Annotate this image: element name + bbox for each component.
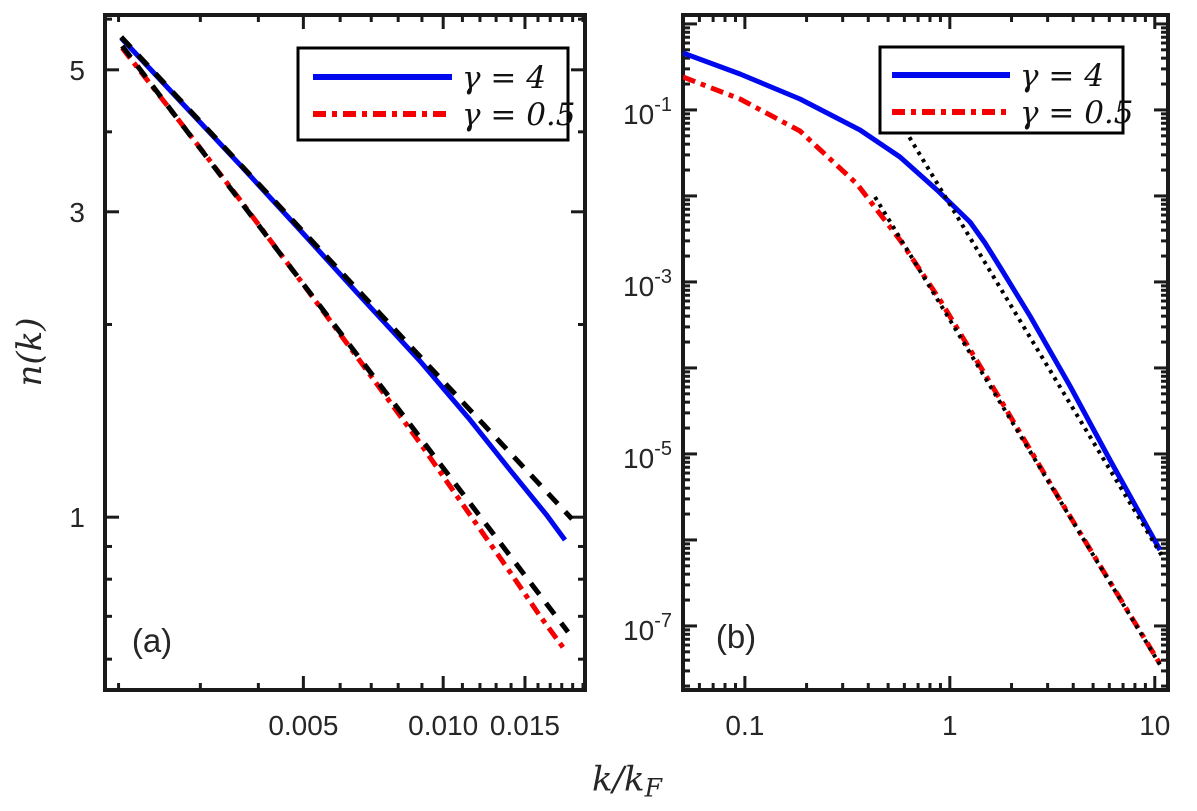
y-axis-label-text: n(k) <box>10 317 50 387</box>
x-tick-label: 0.010 <box>408 710 478 741</box>
plot-box-a <box>103 13 587 692</box>
curve-gamma-4-b <box>683 50 1163 552</box>
tick-labels-b: 0.1 1 10 10-1 10-3 10-5 10-7 <box>623 94 1170 741</box>
y-tick-label-power: 10-1 <box>623 94 672 130</box>
axis-ticks-a <box>105 15 585 690</box>
legend-label-gamma4: γ = 4 <box>1020 58 1104 94</box>
x-tick-label: 1 <box>942 710 958 741</box>
y-tick-label-power: 10-5 <box>623 438 672 474</box>
x-tick-label: 0.1 <box>725 710 764 741</box>
legend-box-b <box>878 45 1125 135</box>
legend-b: γ = 4γ = 0.5 <box>878 45 1134 135</box>
y-tick-label: 5 <box>69 55 85 86</box>
panel-a: 0.005 0.010 0.015 5 3 1 γ = 4γ = 0.5 <box>69 13 587 741</box>
curves-b <box>683 50 1164 670</box>
panel-b: 0.1 1 10 10-1 10-3 10-5 10-7 γ = 4γ = 0.5 <box>623 13 1170 741</box>
axis-ticks-b <box>681 15 1168 690</box>
legend-label-gamma4: γ = 4 <box>462 60 546 96</box>
fit-line-gamma-05-a <box>120 44 570 634</box>
legend-label-gamma05: γ = 0.5 <box>462 97 576 133</box>
asymptote-gamma-4-b <box>903 128 1164 558</box>
legend-box-a <box>296 46 570 142</box>
x-tick-label: 0.015 <box>490 710 560 741</box>
asymptote-gamma-05-b <box>873 195 1164 670</box>
x-tick-label: 0.005 <box>268 710 338 741</box>
panel-b-tag: (b) <box>715 618 757 655</box>
y-axis-label: n(k) <box>10 317 50 386</box>
curve-gamma-05-a <box>120 46 568 652</box>
legend-label-gamma05: γ = 0.5 <box>1020 95 1134 131</box>
y-tick-label: 1 <box>69 502 85 533</box>
x-axis-label-subscript: F <box>644 773 663 803</box>
y-tick-label: 3 <box>69 197 85 228</box>
x-axis-label: k/kF <box>592 760 662 803</box>
x-tick-label: 10 <box>1139 710 1170 741</box>
plot-box-b <box>681 13 1170 692</box>
tick-labels-a: 0.005 0.010 0.015 5 3 1 <box>69 55 560 741</box>
y-tick-label-power: 10-3 <box>623 266 672 302</box>
curve-gamma-05-b <box>683 74 1163 666</box>
legend-a: γ = 4γ = 0.5 <box>296 46 576 142</box>
fit-line-gamma-4-a <box>119 35 574 521</box>
x-axis-label-main: k/k <box>591 759 645 800</box>
y-tick-label-power: 10-7 <box>623 610 672 646</box>
curves-a <box>119 35 574 652</box>
panel-a-tag: (a) <box>131 622 173 659</box>
